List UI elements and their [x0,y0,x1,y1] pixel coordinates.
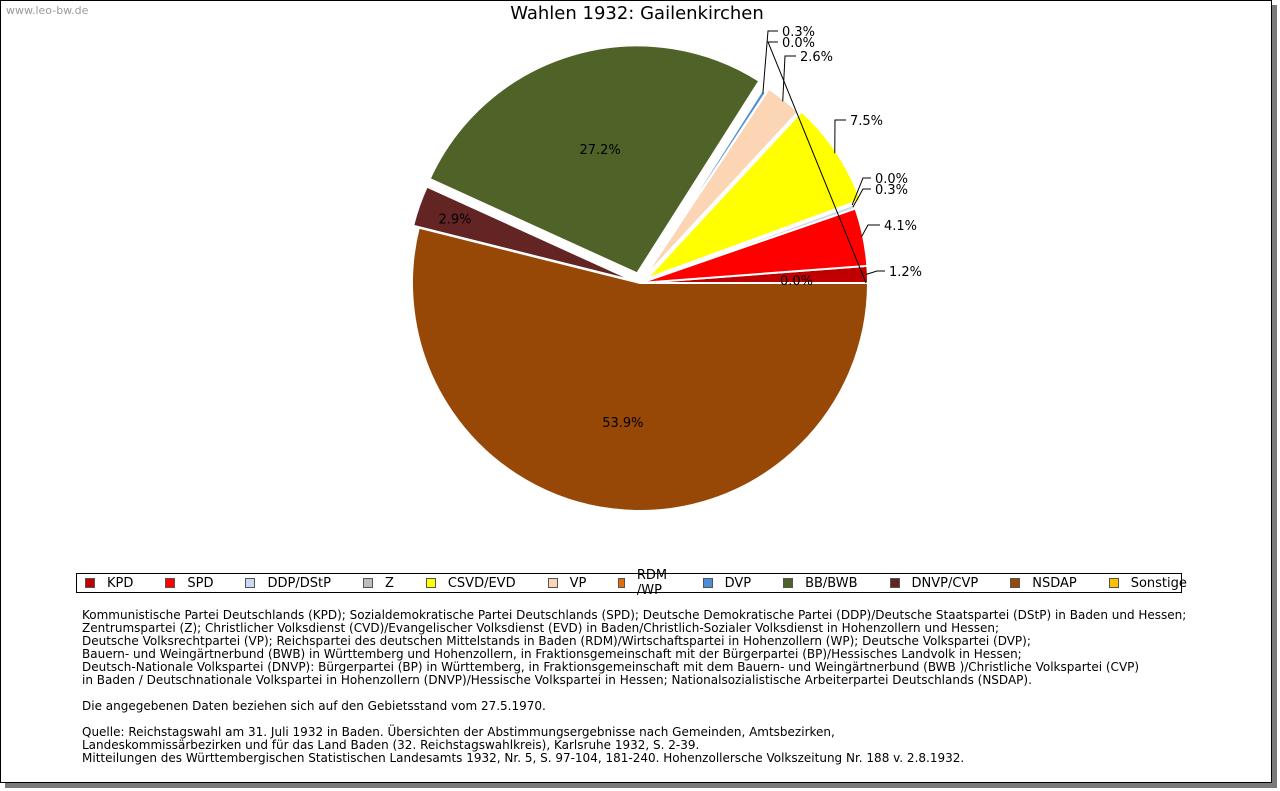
legend-item-dvp: DVP [702,575,776,591]
pie-slice-dvp [639,89,768,284]
legend-swatch [889,578,900,588]
slice-label: 0.0% [780,274,813,289]
legend-label: BB/BWB [805,575,858,591]
legend-swatch [547,578,558,588]
legend-swatch [618,578,625,588]
notes-line: Deutsche Volksrechtpartei (VP); Reichspa… [82,634,1031,648]
pie-slice-csvd-evd [645,109,862,280]
legend-label: RDM /WP [636,568,668,598]
source-line: Quelle: Reichstagswahl am 31. Juli 1932 … [82,725,835,739]
label-leader-line [782,55,796,102]
slice-label: 0.0% [782,36,815,51]
pie-slice-dnvp-cvp [411,185,635,282]
legend-label: DNVP/CVP [911,575,979,591]
pie-slice-nsdap [411,226,870,512]
legend-swatch [702,578,713,588]
slice-label: 2.6% [800,50,833,65]
label-leader-line [834,119,846,154]
legend-swatch [245,578,256,588]
chart-legend: KPD SPD DDP/DStP Z CSVD/EVD VP RDM /WP D… [76,568,1187,598]
legend-label: NSDAP [1032,575,1077,591]
notes-line: Deutsch-Nationale Volkspartei (DNVP): Bü… [82,660,1140,674]
legend-item-kpd: KPD [85,576,157,591]
legend-item-rdm: RDM /WP [618,568,694,598]
pie-slices [411,44,870,512]
slice-label: 0.3% [782,25,815,40]
legend-label: CSVD/EVD [447,575,516,591]
slice-label: 0.0% [875,172,908,187]
pie-slice-bb-bwb [428,44,761,275]
label-leader-line [767,41,867,284]
legend-swatch [1108,578,1119,588]
watermark: www.leo-bw.de [6,4,89,17]
notes-line: in Baden / Deutschnationale Volkspartei … [82,673,1032,687]
legend-item-vp: VP [547,575,611,591]
legend-item-nsdap: NSDAP [1010,576,1101,591]
legend-label: KPD [107,575,134,591]
notes-line: Bauern- und Weingärtnerbund (BWB) in Wür… [82,647,1022,661]
slice-label: 1.2% [889,265,922,280]
legend-item-bb: BB/BWB [783,576,881,591]
legend-item-ddp: DDP/DStP [245,576,354,591]
chart-title: Wahlen 1932: Gailenkirchen [510,3,764,24]
legend-item-dnvp: DNVP/CVP [889,575,1003,591]
legend-swatch [1010,578,1021,588]
territory-note: Die angegebenen Daten beziehen sich auf … [82,699,546,713]
slice-label: 7.5% [850,114,883,129]
slice-label: 0.3% [875,183,908,198]
legend-label: Sonstige [1130,575,1187,591]
legend-label: Z [384,575,394,591]
notes: Kommunistische Partei Deutschlands (KPD)… [82,609,1232,765]
slice-label: 27.2% [579,143,620,158]
legend-label: VP [569,575,587,591]
slice-label: 4.1% [884,219,917,234]
slice-label: 53.9% [602,416,643,431]
label-leader-line [762,30,778,94]
legend-item-z: Z [362,575,418,591]
legend-swatch [783,578,794,588]
notes-line: Zentrumspartei (Z); Christlicher Volksdi… [82,621,1000,635]
legend-item-csvd: CSVD/EVD [425,575,540,591]
label-leader-line [851,177,871,206]
label-leader-line [852,188,871,208]
legend-item-sonstige: Sonstige [1108,575,1187,591]
pie-slice-vp [642,87,800,280]
pie-chart: 1.2%4.1%0.3%0.0%7.5%2.6%0.0%0.3%27.2%2.9… [411,25,922,512]
legend-swatch [165,578,176,588]
legend-label: DDP/DStP [267,575,331,591]
legend-swatch [362,578,373,588]
source-line: Landeskommissärbezirken und für das Land… [82,738,700,752]
legend-swatch [85,578,95,588]
pie-labels: 1.2%4.1%0.3%0.0%7.5%2.6%0.0%0.3%27.2%2.9… [438,25,922,431]
slice-label: 2.9% [438,212,471,227]
label-leader-line [865,270,885,275]
label-leader-line [860,224,880,238]
legend-item-spd: SPD [165,576,237,591]
legend-label: DVP [724,575,752,591]
notes-line: Kommunistische Partei Deutschlands (KPD)… [82,608,1187,622]
legend-label: SPD [187,575,214,591]
source-line: Mitteilungen des Württembergischen Stati… [82,751,965,765]
legend-swatch [425,578,436,588]
